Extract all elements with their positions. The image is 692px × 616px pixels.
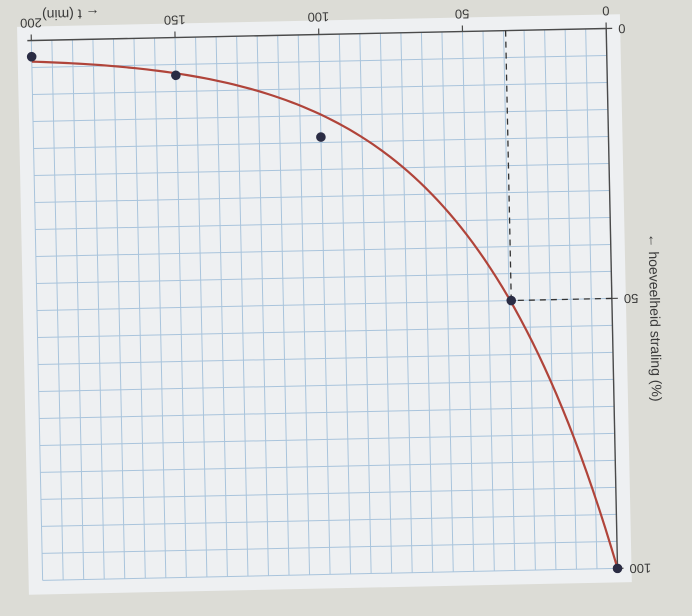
tick-labels: 0 50 100 150 200 0 50 100 ← t (min) ← hoeveelheid… — [20, 3, 666, 576]
y-axis-label: ← hoeveelheid straling (%) — [646, 233, 666, 401]
data-point — [506, 295, 517, 306]
grid-line — [40, 486, 616, 500]
data-point — [612, 563, 623, 574]
data-points — [26, 51, 623, 574]
data-point — [26, 51, 37, 62]
guide-lines — [504, 30, 612, 302]
x-axis-label: ← t (min) — [42, 6, 100, 23]
grid-line — [37, 324, 613, 338]
grid-line — [34, 189, 610, 203]
grid-line — [35, 243, 611, 257]
x-tick-label: 50 — [455, 6, 470, 21]
grid-line — [38, 378, 614, 392]
curves — [31, 60, 619, 569]
guide-horizontal — [511, 297, 612, 302]
x-tick-label: 150 — [164, 12, 186, 27]
y-tick-label: 100 — [629, 561, 651, 576]
grid-line — [42, 567, 618, 581]
grid-line — [39, 405, 615, 419]
grid-line — [31, 54, 607, 69]
plot-group: 0 50 100 150 200 0 50 100 ← t (min) ← hoeveelheid… — [17, 3, 666, 595]
guide-vertical — [504, 30, 512, 301]
y-tick-label: 0 — [618, 21, 626, 36]
grid-line — [35, 216, 611, 230]
grid-line — [32, 81, 608, 96]
grid-line — [40, 459, 616, 473]
grid-line — [34, 162, 610, 177]
grid-line — [39, 432, 615, 446]
x-tick-label: 100 — [307, 9, 329, 24]
y-tick-label: 50 — [624, 291, 639, 306]
grid-line — [42, 540, 617, 554]
data-point — [171, 70, 181, 81]
x-tick-label: 0 — [602, 3, 610, 18]
x-axis-line — [27, 27, 607, 42]
grid-line — [33, 135, 609, 150]
data-point — [316, 132, 326, 142]
series-line — [31, 60, 619, 569]
y-axis-line — [605, 28, 619, 573]
x-tick-label: 200 — [20, 15, 42, 30]
grid-line — [41, 513, 617, 527]
grid-line — [38, 351, 613, 365]
grid-line — [36, 270, 612, 284]
